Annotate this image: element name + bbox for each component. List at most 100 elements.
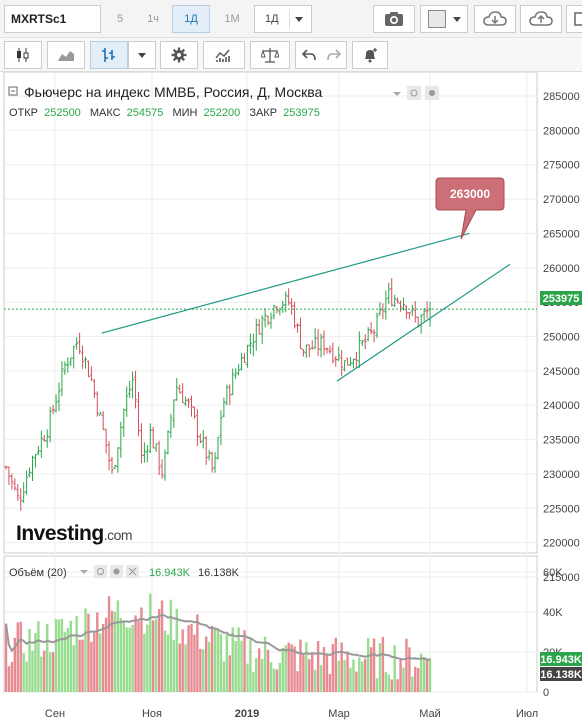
cloud-download-button[interactable] — [474, 5, 516, 33]
indicators-icon — [215, 49, 230, 62]
volume-bar — [349, 667, 352, 692]
volume-bar — [234, 641, 237, 692]
volume-bar — [302, 655, 305, 692]
volume-bar — [263, 636, 267, 692]
visibility-eye-icon[interactable] — [94, 565, 107, 578]
price-axis-label: 245000 — [543, 366, 580, 378]
volume-bar — [408, 647, 411, 692]
volume-bar — [149, 593, 152, 692]
volume-bar — [119, 618, 123, 692]
close-value: 253975 — [283, 107, 320, 119]
volume-bar — [72, 645, 75, 692]
compare-button[interactable] — [250, 41, 290, 69]
settings-button[interactable] — [160, 41, 198, 69]
volume-bar — [205, 636, 208, 692]
indicators-button[interactable] — [203, 41, 245, 69]
high-label: МАКС — [90, 107, 121, 119]
volume-bar — [337, 660, 340, 692]
volume-bar — [87, 613, 90, 692]
volume-bar — [63, 632, 67, 692]
volume-bar — [331, 644, 335, 692]
volume-bar — [260, 659, 264, 692]
symbol-input[interactable]: MXRTSc1 — [4, 5, 101, 33]
volume-bar — [405, 638, 408, 692]
volume-bar — [243, 630, 246, 692]
volume-bar — [258, 648, 261, 692]
alert-button[interactable] — [352, 41, 388, 69]
volume-bar — [22, 652, 25, 692]
volume-bar — [355, 671, 358, 692]
area-chart-button[interactable] — [47, 41, 85, 69]
interval-1m-button[interactable]: 1М — [224, 13, 240, 25]
price-callout[interactable]: 263000 — [435, 177, 505, 240]
collapse-icon[interactable] — [8, 86, 18, 96]
candlestick-icon — [17, 48, 29, 62]
volume-bar — [305, 642, 308, 692]
screenshot-button[interactable] — [373, 5, 415, 33]
volume-bar — [25, 661, 28, 692]
volume-bar — [316, 640, 320, 692]
time-axis-label: Май — [419, 708, 441, 720]
chevron-down-icon[interactable] — [393, 92, 401, 96]
price-axis-label: 225000 — [543, 503, 580, 515]
bars-chart-button[interactable] — [90, 41, 128, 69]
interval-5min-button[interactable]: 5 — [116, 13, 124, 25]
volume-bar — [361, 661, 364, 692]
volume-bar — [396, 679, 399, 692]
volume-bar — [308, 659, 311, 692]
price-axis-label: 260000 — [543, 263, 580, 275]
low-label: МИН — [172, 107, 197, 119]
volume-bar — [210, 626, 214, 692]
volume-bar — [225, 634, 229, 692]
volume-bar — [93, 631, 96, 692]
volume-axis-label: 60K — [543, 567, 563, 579]
fullscreen-button[interactable] — [566, 5, 582, 33]
visibility-eye-icon[interactable] — [407, 86, 421, 100]
volume-bar — [137, 621, 140, 692]
volume-bar — [175, 608, 178, 692]
trendlines[interactable] — [101, 232, 511, 382]
trendline[interactable] — [101, 232, 470, 334]
chevron-down-icon — [138, 52, 146, 58]
volume-bar — [381, 636, 385, 692]
volume-bar — [78, 639, 81, 692]
volume-bar — [81, 639, 84, 692]
candles-chart-button[interactable] — [4, 41, 42, 69]
interval-dropdown[interactable]: 1Д — [254, 5, 312, 33]
volume-bar — [290, 644, 293, 692]
chart-color-picker[interactable] — [420, 5, 468, 33]
volume-bar — [343, 660, 346, 692]
chart-type-dropdown[interactable] — [128, 41, 156, 69]
time-axis-label: 2019 — [235, 708, 259, 720]
top-toolbar: MXRTSc1 5 1ч 1Д 1М 1Д — [0, 0, 582, 38]
volume-bar — [375, 678, 379, 692]
volume-bar — [319, 665, 323, 692]
interval-1d-button[interactable]: 1Д — [172, 5, 210, 33]
redo-icon[interactable] — [326, 49, 341, 61]
volume-header: Объём (20) 16.943K 16.138K — [9, 565, 240, 579]
volume-bar — [101, 624, 105, 692]
volume-bar — [249, 639, 252, 692]
undo-icon[interactable] — [301, 49, 316, 61]
interval-1h-button[interactable]: 1ч — [147, 13, 159, 25]
time-axis-label: Сен — [45, 708, 65, 720]
volume-bar — [184, 644, 187, 692]
volume-bar — [107, 596, 111, 692]
chevron-down-icon — [453, 17, 461, 22]
investing-logo: Investing.com — [16, 522, 133, 545]
chart-area[interactable]: 2850002800002750002700002650002600002550… — [0, 72, 582, 723]
logo-suffix: .com — [104, 527, 132, 543]
volume-bar — [387, 674, 390, 692]
volume-bar — [281, 647, 284, 692]
volume-axis-label: 0 — [543, 687, 549, 699]
instrument-title: Фьючерс на индекс ММВБ, Россия, Д, Москв… — [24, 84, 323, 100]
cloud-upload-button[interactable] — [520, 5, 562, 33]
volume-bar — [287, 642, 290, 692]
volume-bar — [160, 600, 164, 692]
trendline[interactable] — [336, 263, 511, 382]
volume-bar — [417, 668, 420, 692]
volume-bar — [10, 661, 14, 692]
volume-bar — [240, 640, 243, 692]
volume-bar — [28, 628, 31, 692]
chevron-down-icon[interactable] — [80, 570, 88, 574]
